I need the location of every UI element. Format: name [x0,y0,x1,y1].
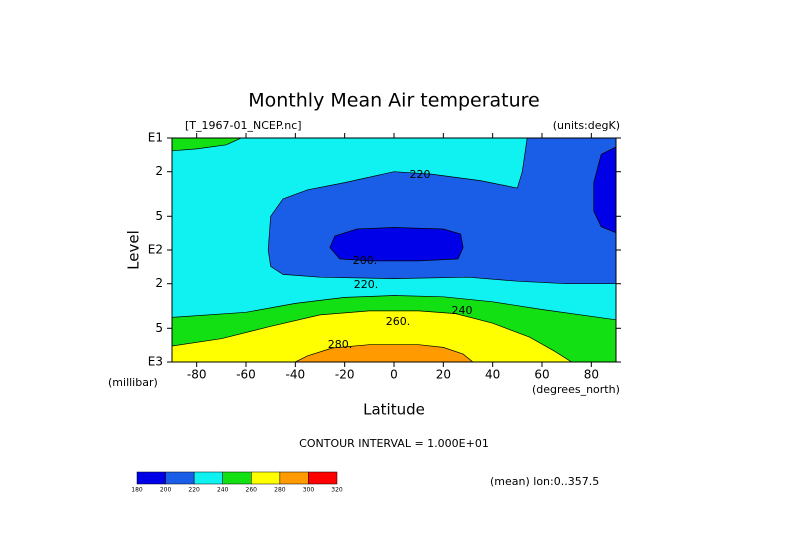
y-tick-label: 2 [155,276,163,290]
x-tick-label: 60 [534,368,549,382]
contour-region [593,146,616,234]
x-tick-label: 0 [390,368,398,382]
x-tick-label: -20 [335,368,355,382]
contour-label: 220 [410,168,431,181]
contour-label: 280. [328,338,353,351]
y-tick-label: E3 [148,355,163,369]
colorbar-label: 180 [131,487,143,494]
colorbar-swatch [308,471,338,485]
colorbar-swatch [165,471,195,485]
y-tick-label: 5 [155,321,163,335]
note: (mean) lon:0..357.5 [490,475,599,488]
x-tick-label: -60 [236,368,256,382]
colorbar-label: 300 [303,487,315,494]
colorbar-label: 200 [160,487,172,494]
x-tick-label: 40 [485,368,500,382]
y-units: (millibar) [108,376,158,389]
colorbar-label: 320 [331,487,343,494]
y-tick-label: 2 [155,164,163,178]
colorbar-swatch [251,471,281,485]
chart-title: Monthly Mean Air temperature [248,90,539,112]
colorbar-label: 220 [188,487,200,494]
contour-region [295,344,474,362]
colorbar-swatch [136,471,166,485]
x-tick-label: -40 [286,368,306,382]
units: (units:degK) [553,119,620,132]
x-tick-label: 20 [436,368,451,382]
y-tick-label: E1 [148,131,163,145]
colorbar-swatch [279,471,309,485]
contour-label: 240 [452,304,473,317]
dataset: [T_1967-01_NCEP.nc] [185,119,302,132]
y-tick-label: 5 [155,209,163,223]
x-units: (degrees_north) [532,383,620,396]
contour-label: 200. [353,254,378,267]
contour-label: 220. [354,278,379,291]
y-tick-label: E2 [148,243,163,257]
contour-label: 260. [386,315,411,328]
x-axis-label: Latitude [363,401,425,419]
colorbar-label: 260 [246,487,258,494]
x-tick-label: -80 [187,368,207,382]
contour-region [329,227,464,262]
x-tick-label: 80 [584,368,599,382]
plot-area [172,138,616,362]
colorbar-label: 240 [217,487,229,494]
contour-region [172,310,573,362]
contour-interval: CONTOUR INTERVAL = 1.000E+01 [299,437,489,450]
colorbar-swatch [222,471,252,485]
contour-region [172,138,242,152]
colorbar-swatch [193,471,223,485]
colorbar-label: 280 [274,487,286,494]
y-axis-label: Level [125,230,143,270]
